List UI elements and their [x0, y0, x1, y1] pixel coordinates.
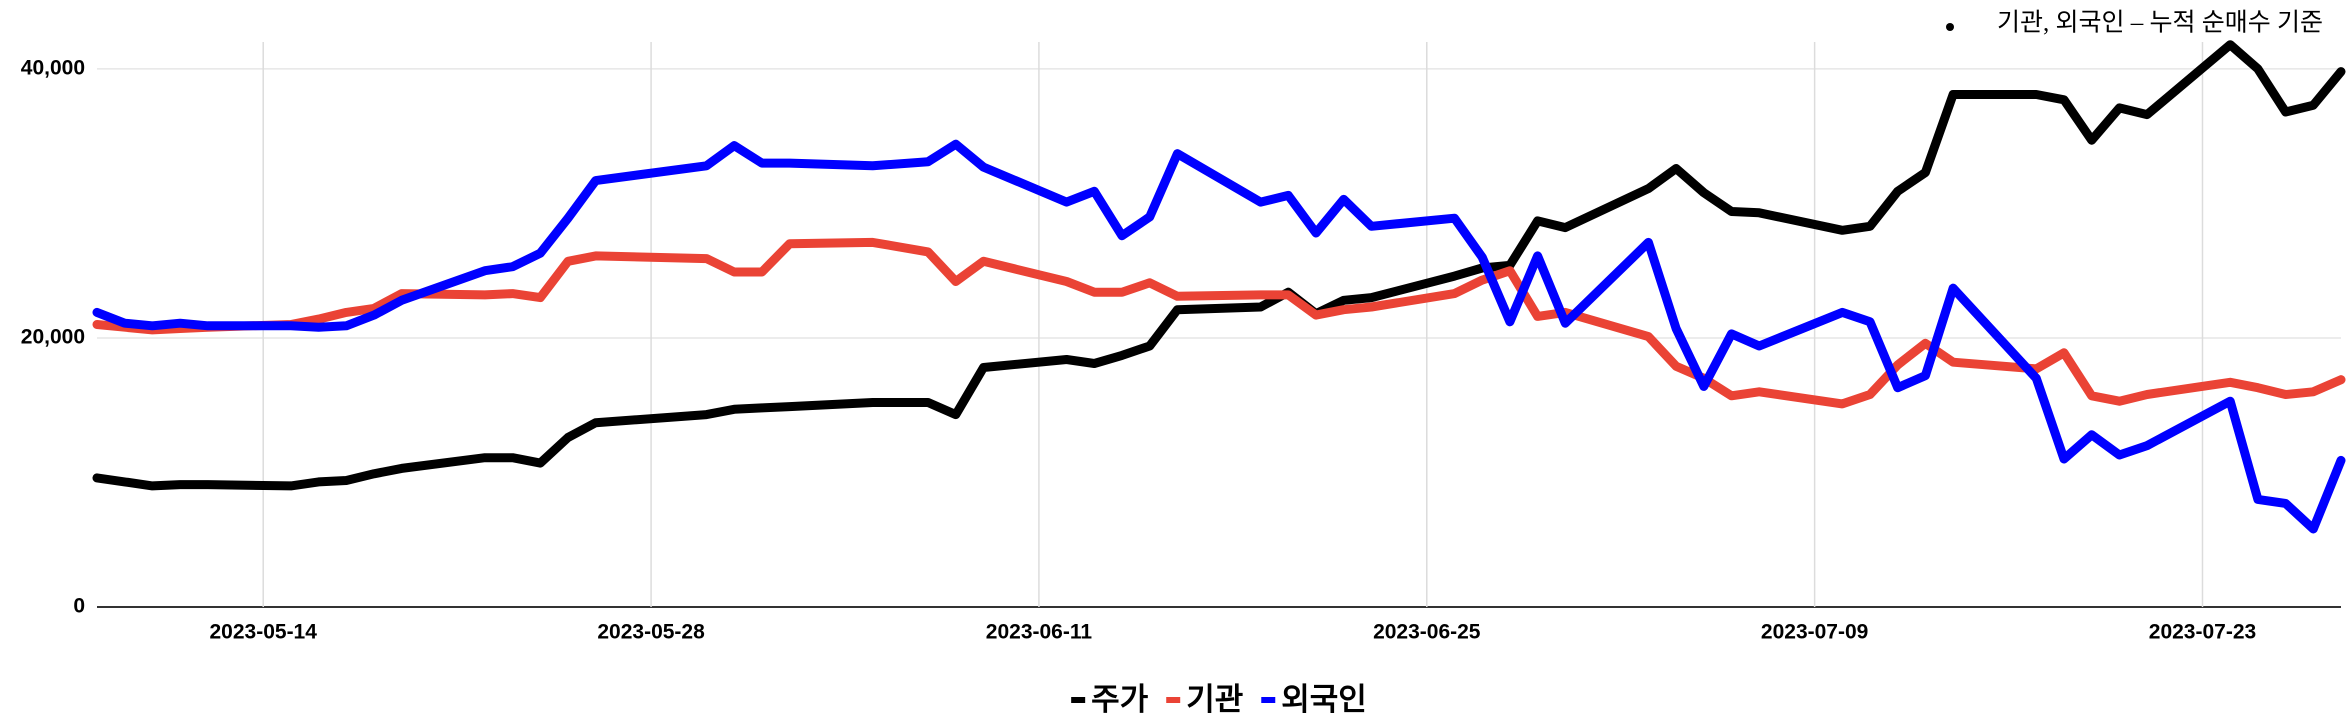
x-tick-label: 2023-07-09 — [1761, 621, 1868, 644]
annotation: 기관, 외국인 – 누적 순매수 기준 — [1997, 9, 2323, 37]
legend-label: 기관 — [1186, 682, 1243, 717]
y-tick-label: 20,000 — [21, 325, 85, 348]
x-tick-label: 2023-05-28 — [597, 621, 705, 644]
legend: 주가 기관 외국인 — [1071, 682, 1367, 717]
legend-label: 주가 — [1091, 682, 1149, 717]
x-tick-label: 2023-06-11 — [986, 621, 1093, 644]
annotation-bullet — [1946, 23, 1954, 31]
x-tick-label: 2023-07-23 — [2149, 621, 2256, 644]
legend-label: 외국인 — [1281, 682, 1367, 717]
y-tick-label: 40,000 — [21, 56, 85, 79]
y-tick-label: 0 — [73, 595, 85, 618]
x-tick-label: 2023-05-14 — [210, 621, 318, 644]
series-line — [92, 139, 2346, 534]
series-line — [92, 40, 2346, 491]
x-tick-label: 2023-06-25 — [1373, 621, 1481, 644]
series-line — [92, 237, 2346, 409]
